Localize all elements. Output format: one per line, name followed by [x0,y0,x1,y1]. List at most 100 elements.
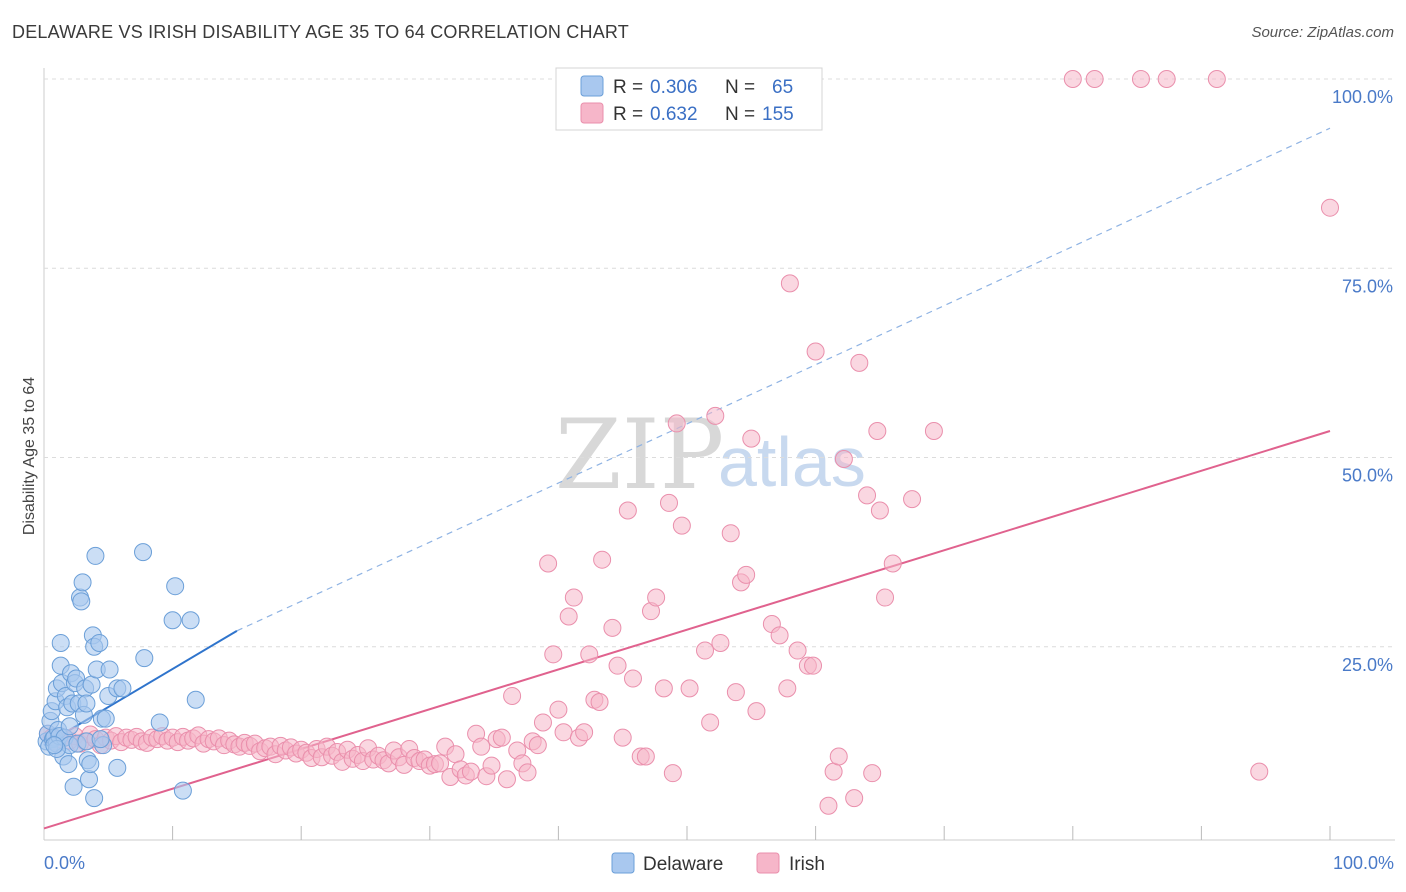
y-axis-title: Disability Age 35 to 64 [21,377,38,535]
stats-legend: R = 0.306 N = 65 R = 0.632 N = 155 [555,67,823,131]
delaware-point [59,755,78,774]
delaware-point [186,690,205,709]
irish-point [497,770,516,789]
delaware-point [51,633,70,652]
delaware-point [60,717,79,736]
delaware-n-value: 65 [772,77,793,98]
irish-points [38,70,1339,815]
irish-point [580,645,599,664]
y-tick-label: 75.0% [1342,276,1393,296]
delaware-point [181,611,200,630]
irish-point [770,626,789,645]
irish-point [1250,762,1269,781]
irish-point [659,493,678,512]
y-tick-label: 100.0% [1332,87,1393,107]
irish-point [680,679,699,698]
irish-point [593,550,612,569]
delaware-point [163,611,182,630]
irish-point [446,745,465,764]
irish-series-swatch [756,852,780,874]
irish-point [554,723,573,742]
delaware-point [90,633,109,652]
delaware-point [64,777,83,796]
irish-point [575,723,594,742]
irish-point [1131,70,1150,88]
delaware-point [100,660,119,679]
delaware-point [85,789,104,808]
irish-point [528,736,547,755]
irish-point [1321,198,1339,217]
irish-point [559,607,578,626]
irish-point [603,618,622,637]
irish-point [788,641,807,660]
irish-point [431,754,450,773]
irish-point [876,588,895,607]
y-tick-label: 50.0% [1342,466,1393,486]
delaware-point [82,675,101,694]
irish-point [636,747,655,766]
irish-point [868,422,887,441]
irish-point [647,588,666,607]
delaware-point [113,679,132,698]
irish-point [806,342,825,361]
irish-point [858,486,877,505]
irish-point [549,700,568,719]
delaware-n-label: N = [725,77,755,98]
source-label: Source: ZipAtlas.com [1251,24,1394,41]
irish-point [654,679,673,698]
irish-point [747,702,766,721]
x-tick-label-max: 100.0% [1333,853,1394,873]
irish-point [518,763,537,782]
irish-point [824,762,843,781]
watermark-zip: ZIP [555,399,724,511]
irish-point [863,764,882,783]
irish-point [819,796,838,815]
irish-point [672,516,691,535]
irish-point [870,501,889,520]
irish-point [590,693,609,712]
delaware-series-swatch [611,852,635,874]
delaware-point [150,713,169,732]
irish-point [780,274,799,293]
irish-point [883,554,902,573]
irish-point [737,565,756,584]
irish-point [711,633,730,652]
irish-trend-line [43,430,1331,830]
irish-point [845,789,864,808]
irish-point [472,737,491,756]
irish-point [804,656,823,675]
irish-point [618,501,637,520]
delaware-r-label: R = [613,77,643,98]
irish-point [1207,70,1226,88]
irish-point [742,429,761,448]
delaware-point [135,649,154,668]
x-tick-label-min: 0.0% [44,853,85,873]
delaware-point [77,694,96,713]
irish-series-label: Irish [789,854,825,875]
irish-point [1157,70,1176,88]
delaware-trend-extension [236,127,1331,632]
y-tick-label: 25.0% [1342,655,1393,675]
irish-point [721,524,740,543]
irish-point [726,683,745,702]
delaware-point [91,730,110,749]
irish-point [663,764,682,783]
irish-point [834,450,853,469]
irish-point [623,669,642,688]
chart-title: DELAWARE VS IRISH DISABILITY AGE 35 TO 6… [12,22,629,42]
delaware-point [166,577,185,596]
delaware-series-label: Delaware [643,854,723,875]
irish-point [696,641,715,660]
irish-point [503,686,522,705]
irish-point [903,490,922,509]
irish-point [850,353,869,372]
irish-point [701,713,720,732]
delaware-legend-swatch [580,75,604,97]
gridlines [44,78,1395,648]
delaware-r-value: 0.306 [650,77,698,98]
delaware-point [108,758,127,777]
delaware-point [73,573,92,592]
delaware-point [86,546,105,565]
delaware-point [72,592,91,611]
delaware-point [173,781,192,800]
